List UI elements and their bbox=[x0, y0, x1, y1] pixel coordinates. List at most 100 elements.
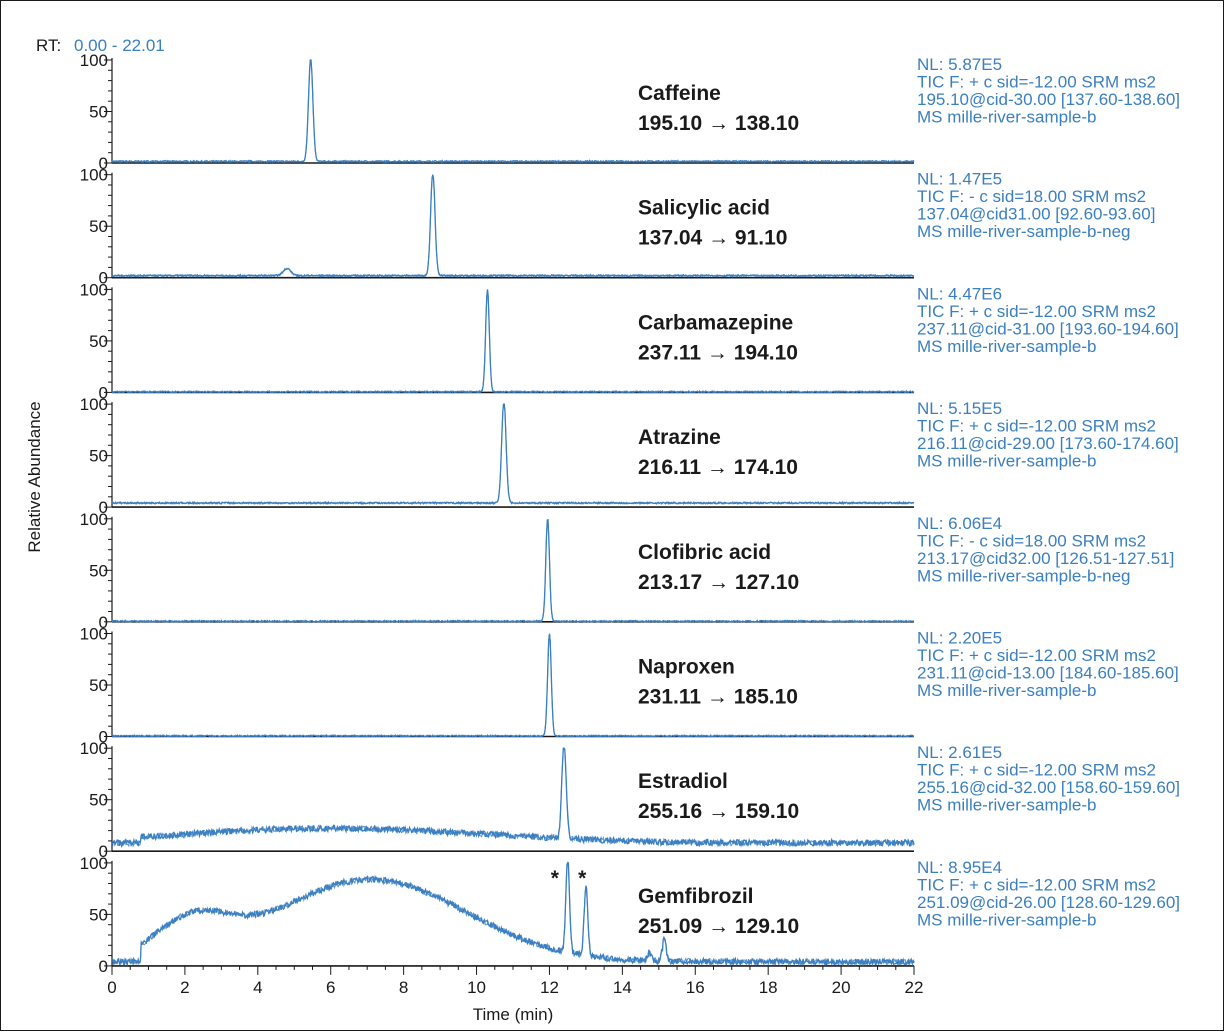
scan-label: 137.04@cid31.00 [92.60-93.60] bbox=[917, 205, 1155, 224]
filter-label: TIC F: - c sid=18.00 SRM ms2 bbox=[917, 187, 1146, 206]
scan-label: 251.09@cid-26.00 [128.60-129.60] bbox=[917, 893, 1180, 912]
nl-label: NL: 2.61E5 bbox=[917, 743, 1002, 762]
panel-4: 0 50 100 Atrazine 216.11 → 174.10 NL: 5.15E5T… bbox=[80, 395, 1179, 517]
y-tick-label: 100 bbox=[80, 166, 108, 185]
transition-label: 237.11 → 194.10 bbox=[638, 341, 798, 364]
panel-6: 0 50 100 Naproxen 231.11 → 185.10 NL: 2.20E5T… bbox=[80, 625, 1179, 747]
rt-range: 0.00 - 22.01 bbox=[74, 36, 165, 55]
y-tick-label: 100 bbox=[80, 739, 108, 758]
nl-label: NL: 8.95E4 bbox=[917, 858, 1002, 877]
y-tick-label: 0 bbox=[99, 728, 108, 747]
trace-line bbox=[111, 59, 915, 164]
x-tick-label: 14 bbox=[613, 978, 632, 997]
filter-label: TIC F: + c sid=-12.00 SRM ms2 bbox=[917, 646, 1156, 665]
sample-label: MS mille-river-sample-b bbox=[917, 910, 1096, 929]
sample-label: MS mille-river-sample-b-neg bbox=[917, 222, 1131, 241]
panel-8: 0 50 100 * * Gemfibrozil 251.09 → 129.10 NL: 8.… bbox=[80, 854, 1180, 976]
scan-label: 216.11@cid-29.00 [173.60-174.60] bbox=[917, 434, 1179, 453]
transition-label: 231.11 → 185.10 bbox=[638, 686, 798, 709]
transition-label: 213.17 → 127.10 bbox=[638, 571, 799, 594]
y-tick-label: 0 bbox=[99, 957, 108, 976]
rt-label: RT: bbox=[36, 36, 61, 55]
y-tick-label: 100 bbox=[80, 854, 108, 873]
sample-label: MS mille-river-sample-b bbox=[917, 796, 1096, 815]
panel-1: 0 50 100 Caffeine 195.10 → 138.10 NL: 5.87E5T… bbox=[80, 51, 1180, 173]
scan-label: 213.17@cid32.00 [126.51-127.51] bbox=[917, 549, 1174, 568]
x-axis-label: Time (min) bbox=[473, 1005, 554, 1024]
x-tick-label: 2 bbox=[180, 978, 189, 997]
compound-name: Caffeine bbox=[638, 82, 721, 105]
trace-line bbox=[111, 862, 915, 967]
y-tick-label: 100 bbox=[80, 280, 108, 299]
x-tick-label: 4 bbox=[253, 978, 262, 997]
sample-label: MS mille-river-sample-b-neg bbox=[917, 566, 1131, 585]
trace-line bbox=[111, 403, 915, 506]
y-tick-label: 50 bbox=[89, 217, 108, 236]
y-tick-label: 0 bbox=[99, 498, 108, 517]
sample-label: MS mille-river-sample-b bbox=[917, 108, 1096, 127]
scan-label: 195.10@cid-30.00 [137.60-138.60] bbox=[917, 90, 1180, 109]
trace-line bbox=[111, 519, 915, 624]
y-tick-label: 50 bbox=[89, 332, 108, 351]
y-tick-label: 100 bbox=[80, 51, 108, 70]
trace-line bbox=[111, 174, 914, 278]
filter-label: TIC F: + c sid=-12.00 SRM ms2 bbox=[917, 875, 1156, 894]
x-tick-label: 22 bbox=[905, 978, 924, 997]
transition-label: 255.16 → 159.10 bbox=[638, 800, 799, 823]
sample-label: MS mille-river-sample-b bbox=[917, 681, 1096, 700]
y-tick-label: 50 bbox=[89, 791, 108, 810]
transition-label: 137.04 → 91.10 bbox=[638, 227, 787, 250]
y-tick-label: 0 bbox=[99, 269, 108, 288]
x-tick-label: 6 bbox=[326, 978, 335, 997]
x-tick-label: 0 bbox=[107, 978, 116, 997]
y-tick-label: 50 bbox=[89, 103, 108, 122]
x-axis: 0 2 4 6 8 10 12 14 16 18 20 22 bbox=[107, 965, 924, 997]
compound-name: Atrazine bbox=[638, 426, 721, 449]
peak-marker: * bbox=[551, 867, 560, 890]
sample-label: MS mille-river-sample-b bbox=[917, 452, 1096, 471]
x-tick-label: 12 bbox=[540, 978, 559, 997]
scan-label: 237.11@cid-31.00 [193.60-194.60] bbox=[917, 319, 1179, 338]
nl-label: NL: 2.20E5 bbox=[917, 629, 1002, 648]
y-tick-label: 50 bbox=[89, 905, 108, 924]
x-tick-label: 10 bbox=[467, 978, 486, 997]
nl-label: NL: 4.47E6 bbox=[917, 284, 1002, 303]
transition-label: 216.11 → 174.10 bbox=[638, 456, 798, 479]
filter-label: TIC F: + c sid=-12.00 SRM ms2 bbox=[917, 302, 1156, 321]
y-tick-label: 0 bbox=[99, 842, 108, 861]
nl-label: NL: 5.87E5 bbox=[917, 55, 1002, 74]
compound-name: Carbamazepine bbox=[638, 311, 793, 334]
compound-name: Salicylic acid bbox=[638, 197, 770, 220]
filter-label: TIC F: + c sid=-12.00 SRM ms2 bbox=[917, 73, 1156, 92]
scan-label: 255.16@cid-32.00 [158.60-159.60] bbox=[917, 778, 1180, 797]
trace-line bbox=[111, 747, 915, 849]
x-tick-label: 18 bbox=[759, 978, 778, 997]
x-tick-label: 16 bbox=[686, 978, 705, 997]
sample-label: MS mille-river-sample-b bbox=[917, 337, 1096, 356]
x-tick-label: 8 bbox=[399, 978, 408, 997]
filter-label: TIC F: + c sid=-12.00 SRM ms2 bbox=[917, 417, 1156, 436]
y-tick-label: 100 bbox=[80, 395, 108, 414]
panel-2: 0 50 100 Salicylic acid 137.04 → 91.10 NL: 1.… bbox=[80, 166, 1156, 288]
panel-3: 0 50 100 Carbamazepine 237.11 → 194.10 NL: 4.… bbox=[80, 280, 1179, 402]
panel-7: 0 50 100 Estradiol 255.16 → 159.10 NL: 2.61E5… bbox=[80, 739, 1180, 861]
y-tick-label: 50 bbox=[89, 561, 108, 580]
transition-label: 195.10 → 138.10 bbox=[638, 112, 799, 135]
trace-line bbox=[111, 633, 915, 738]
y-tick-label: 0 bbox=[99, 613, 108, 632]
compound-name: Naproxen bbox=[638, 656, 735, 679]
x-tick-label: 20 bbox=[832, 978, 851, 997]
peak-marker: * bbox=[578, 867, 587, 890]
scan-label: 231.11@cid-13.00 [184.60-185.60] bbox=[917, 664, 1179, 683]
y-tick-label: 0 bbox=[99, 154, 108, 173]
compound-name: Estradiol bbox=[638, 770, 728, 793]
nl-label: NL: 1.47E5 bbox=[917, 170, 1002, 189]
y-axis-label: Relative Abundance bbox=[25, 401, 44, 552]
y-tick-label: 50 bbox=[89, 676, 108, 695]
transition-label: 251.09 → 129.10 bbox=[638, 915, 799, 938]
filter-label: TIC F: - c sid=18.00 SRM ms2 bbox=[917, 531, 1146, 550]
compound-name: Clofibric acid bbox=[638, 541, 771, 564]
panel-5: 0 50 100 Clofibric acid 213.17 → 127.10 NL: 6… bbox=[80, 510, 1175, 632]
